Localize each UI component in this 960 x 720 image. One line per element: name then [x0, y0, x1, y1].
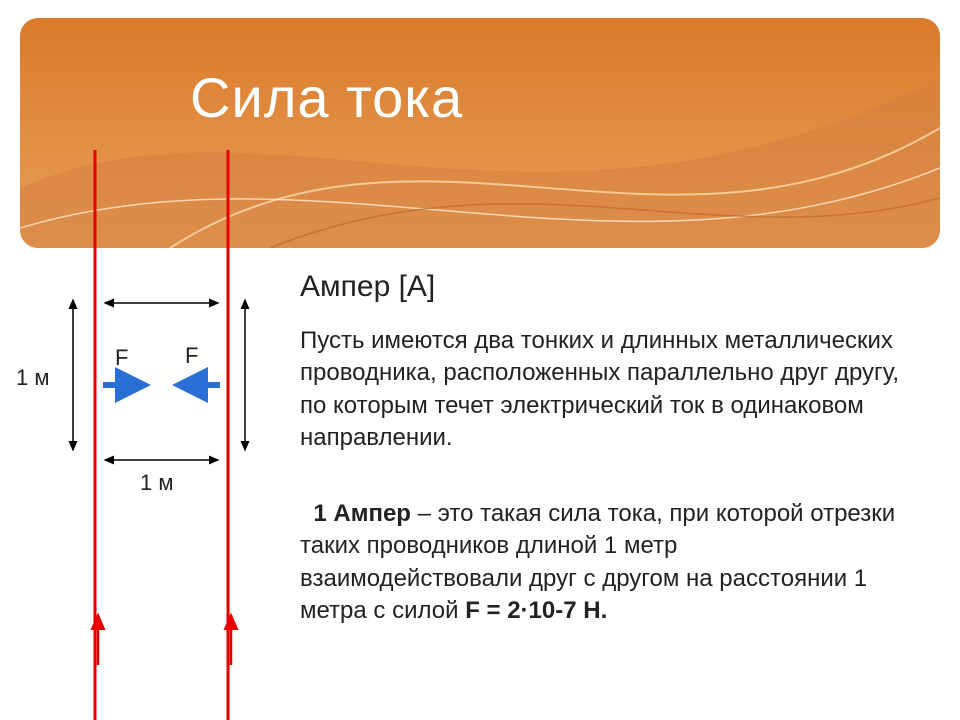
label-dist-horz: 1 м [140, 470, 173, 496]
label-dist-vert: 1 м [16, 365, 49, 391]
header-bg-svg [20, 18, 940, 248]
paragraph-1: Пусть имеются два тонких и длинных метал… [300, 325, 900, 455]
slide-title: Сила тока [190, 65, 463, 130]
p2-lead [300, 500, 313, 527]
label-force-left: F [115, 345, 128, 371]
header-banner [20, 18, 940, 248]
label-force-right: F [185, 343, 198, 369]
subtitle: Ампер [А] [300, 270, 435, 304]
paragraph-2: 1 Ампер – это такая сила тока, при котор… [300, 498, 900, 628]
p2-bold-2: F = 2·10-7 Н. [465, 597, 607, 624]
slide: Сила тока Ампер [А] Пусть имеются два то… [0, 0, 960, 720]
p2-bold-1: 1 Ампер [313, 500, 411, 527]
